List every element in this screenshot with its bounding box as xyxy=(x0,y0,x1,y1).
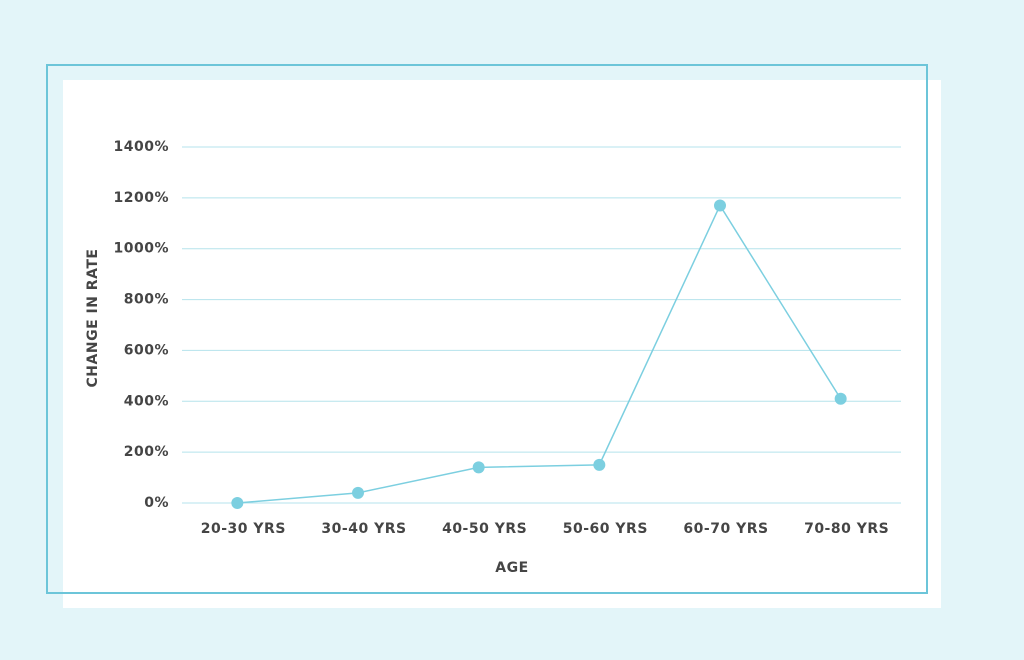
x-axis-label: AGE xyxy=(495,560,528,576)
data-line xyxy=(237,203,842,504)
x-tick-label: 70-80 YRS xyxy=(804,521,889,537)
panel xyxy=(63,80,941,608)
data-point xyxy=(593,458,606,471)
data-point xyxy=(714,199,726,212)
y-tick-label: 800% xyxy=(124,292,169,308)
y-tick-label: 200% xyxy=(124,444,169,460)
x-tick-label: 30-40 YRS xyxy=(321,521,406,537)
x-tick-label: 20-30 YRS xyxy=(201,521,286,537)
x-tick-label: 50-60 YRS xyxy=(563,521,648,537)
y-tick-label: 1400% xyxy=(114,139,170,155)
y-tick-label: 1000% xyxy=(114,241,170,257)
x-tick-label: 60-70 YRS xyxy=(683,521,768,537)
x-tick-label: 40-50 YRS xyxy=(442,521,527,537)
y-tick-label: 0% xyxy=(144,495,169,511)
y-tick-label: 1200% xyxy=(114,190,170,206)
data-point xyxy=(352,486,364,499)
y-tick-label: 600% xyxy=(124,342,169,358)
y-axis-label: CHANGE IN RATE xyxy=(85,249,101,388)
y-tick-label: 400% xyxy=(124,393,169,409)
data-point xyxy=(231,497,244,509)
data-point xyxy=(472,461,485,474)
frame xyxy=(46,64,928,594)
data-point xyxy=(834,392,847,405)
